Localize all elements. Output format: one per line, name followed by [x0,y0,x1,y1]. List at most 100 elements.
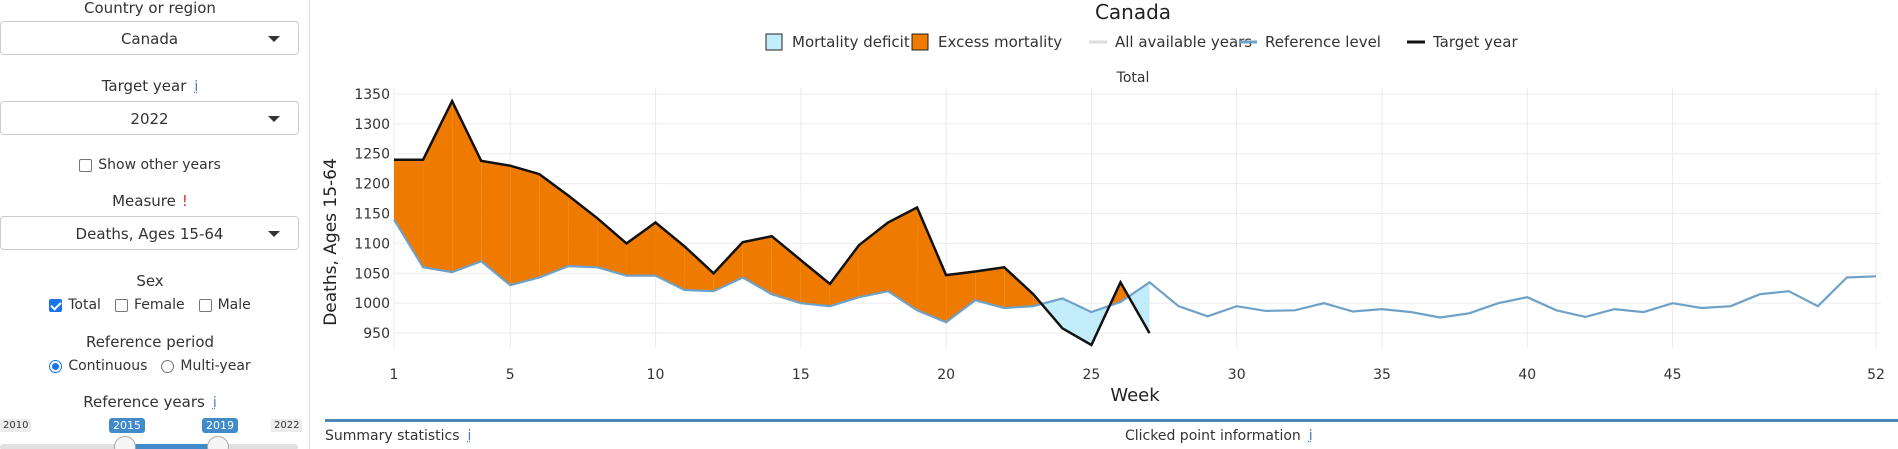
slider-from-label: 2015 [109,418,145,433]
sex-options: Total Female Male [0,297,300,313]
excess-area [946,271,975,322]
chart-title: Canada [1095,0,1171,24]
chart-fills [394,101,1150,345]
x-tick-label: 40 [1518,367,1536,383]
x-axis-label: Week [1110,385,1160,406]
sex-option-label: Total [68,297,101,313]
y-tick-label: 1300 [354,117,390,133]
y-tick-label: 1150 [354,207,390,223]
slider-min-label: 2010 [0,419,31,432]
y-tick-label: 1000 [354,296,390,312]
y-tick-label: 1200 [354,177,390,193]
excess-area [772,236,801,303]
checkbox-box[interactable] [79,159,92,172]
summary-statistics-tab[interactable]: Summary statistics i [325,428,471,444]
excess-area [423,101,452,272]
country-select-value: Canada [1,30,298,48]
warning-icon[interactable]: ! [182,192,188,210]
sex-option-total[interactable]: Total [49,297,101,313]
radio-unselected[interactable] [161,360,174,373]
y-tick-label: 1250 [354,147,390,163]
x-tick-label: 25 [1082,367,1100,383]
slider-handle-to[interactable] [207,436,229,449]
controls-sidebar: Country or region Canada Target year i 20… [0,0,310,449]
show-other-years-checkbox[interactable]: Show other years [79,157,221,173]
legend-label: Mortality deficit [792,33,910,51]
excess-area [539,174,568,277]
reference-period-options: Continuous Multi-year [0,358,300,374]
measure-select[interactable]: Deaths, Ages 15-64 [0,216,299,250]
y-axis-label: Deaths, Ages 15-64 [321,158,341,326]
sex-option-label: Female [134,297,185,313]
checkbox-checked[interactable] [49,299,62,312]
clicked-point-label: Clicked point information [1125,428,1301,444]
reference-years-slider-range [125,444,217,449]
reference-years-label-row: Reference years i [0,393,300,411]
excess-area [656,222,685,290]
excess-area [394,160,423,268]
info-icon[interactable]: i [1309,428,1313,444]
measure-select-value: Deaths, Ages 15-64 [1,225,298,243]
sex-option-female[interactable]: Female [115,297,185,313]
target-year-select[interactable]: 2022 [0,101,299,135]
sex-label: Sex [0,272,300,290]
x-tick-label: 35 [1373,367,1391,383]
show-other-years-label: Show other years [98,157,221,173]
legend-swatch [766,34,782,50]
x-tick-label: 1 [390,367,399,383]
y-axis-ticks: 950 1000 1050 1100 1150 1200 1250 1300 1350 [354,87,390,342]
reference-years-label: Reference years [83,393,205,411]
reference-period-label: Reference period [0,333,300,351]
show-other-years-row: Show other years [0,157,300,173]
checkbox-box[interactable] [199,299,212,312]
target-year-label: Target year [102,77,187,95]
info-icon[interactable]: i [468,428,472,444]
country-select[interactable]: Canada [0,21,299,55]
x-tick-label: 20 [937,367,955,383]
chevron-down-icon [268,116,280,122]
y-tick-label: 950 [363,326,390,342]
chevron-down-icon [268,231,280,237]
target-year-label-row: Target year i [0,77,300,95]
excess-area [481,161,510,285]
excess-area [452,101,481,272]
info-icon[interactable]: i [213,395,217,411]
radio-selected[interactable] [49,360,62,373]
summary-statistics-label: Summary statistics [325,428,460,444]
y-tick-label: 1100 [354,236,390,252]
ref-period-multi-year[interactable]: Multi-year [161,358,250,374]
info-icon[interactable]: i [194,79,198,95]
chart-subtitle: Total [1116,70,1150,86]
clicked-point-tab[interactable]: Clicked point information i [1125,428,1313,444]
slider-to-label: 2019 [202,418,238,433]
ref-period-label: Continuous [68,358,147,374]
x-tick-label: 30 [1228,367,1246,383]
legend-label: Reference level [1265,33,1381,51]
chart-legend: Mortality deficit Excess mortality All ava… [766,33,1518,51]
country-label: Country or region [0,0,300,17]
x-tick-label: 10 [647,367,665,383]
chart-lines [394,101,1876,345]
sex-option-label: Male [218,297,251,313]
excess-area [830,245,859,306]
ref-period-continuous[interactable]: Continuous [49,358,147,374]
slider-handle-from[interactable] [114,436,136,449]
chevron-down-icon [268,36,280,42]
y-tick-label: 1350 [354,87,390,103]
y-tick-label: 1050 [354,266,390,282]
mortality-chart[interactable]: Canada Mortality deficit Excess mortality… [311,0,1898,418]
excess-area [801,260,830,306]
excess-area [597,218,626,275]
footer-divider [325,419,1898,422]
excess-area [626,222,655,275]
sex-option-male[interactable]: Male [199,297,251,313]
legend-label: All available years [1115,33,1252,51]
x-tick-label: 5 [506,367,515,383]
legend-swatch [912,34,928,50]
legend-label: Excess mortality [938,33,1062,51]
checkbox-box[interactable] [115,299,128,312]
target-year-select-value: 2022 [1,110,298,128]
ref-period-label: Multi-year [180,358,250,374]
excess-area [510,166,539,286]
x-tick-label: 15 [792,367,810,383]
